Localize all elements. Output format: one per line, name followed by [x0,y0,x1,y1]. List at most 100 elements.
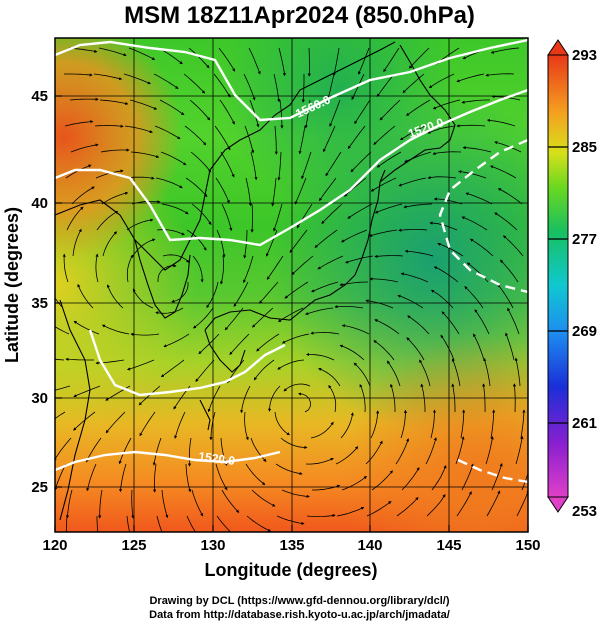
streamline [341,324,370,335]
streamline [291,255,314,276]
streamlines [55,47,528,532]
streamline [55,463,67,491]
x-tick-label: 130 [200,537,225,554]
streamline [124,125,153,134]
streamline [132,238,156,257]
streamline [374,203,403,214]
streamline [161,489,169,519]
streamline [451,358,461,387]
streamline [250,203,254,233]
streamline [62,253,69,283]
streamline [233,281,249,307]
streamline [161,203,189,215]
streamline [105,411,126,434]
streamline [277,359,305,370]
streamline [126,515,130,532]
streamline [376,73,395,98]
map-title: MSM 18Z11Apr2024 (850.0hPa) [124,2,475,29]
streamline [499,259,519,283]
colorbar-top-arrow [547,39,569,56]
streamline [221,203,233,232]
streamline [188,47,210,69]
streamline [265,229,278,257]
streamline [383,47,400,73]
x-tick-label: 140 [357,537,382,554]
contour-label-1520-south: 1520.0 [198,449,237,468]
streamline [55,326,70,335]
x-tick-label: 135 [279,537,304,554]
streamline [305,307,334,316]
streamline [250,151,258,181]
streamline [369,277,399,283]
streamline [159,99,185,116]
streamline [243,255,254,284]
credit-drawing: Drawing by DCL (https://www.gfd-dennou.o… [149,595,450,607]
streamline [432,99,461,110]
streamline [428,73,455,89]
streamline [341,476,368,491]
streamline [240,385,251,414]
streamline [259,281,279,304]
coastlines [55,41,456,521]
streamline [334,305,364,309]
streamline [253,359,275,381]
streamline [281,333,310,344]
streamline [431,465,447,491]
streamline [163,333,190,348]
streamline [244,125,255,154]
streamline [277,151,282,181]
x-tick-label: 125 [121,537,146,554]
colorbar-label: 269 [572,323,597,340]
streamline [440,334,455,361]
streamline [268,385,281,412]
streamline [373,125,396,145]
streamline [184,125,207,146]
streamline [171,282,189,303]
streamline [229,333,250,355]
streamline [374,319,400,335]
streamline [191,203,212,226]
streamline [123,73,151,85]
streamline [95,253,99,283]
streamline [100,148,130,153]
streamline [456,124,486,128]
streamline [485,436,494,465]
streamline [354,99,371,125]
streamline [245,463,266,486]
streamline [86,463,97,492]
streamline [505,332,515,361]
streamline [306,513,336,518]
streamline [218,47,236,72]
streamline [130,151,160,159]
streamline [65,489,73,519]
streamline [366,501,392,517]
streamline [332,47,340,77]
streamline [221,489,240,513]
streamline [152,437,162,466]
streamline [160,359,185,378]
streamline [339,344,365,361]
streamline [304,99,311,129]
streamline [128,47,156,60]
streamline [306,352,335,361]
streamline [386,360,401,387]
streamline [469,238,494,257]
streamline [206,281,219,309]
streamline [329,99,341,127]
y-tick-label: 25 [31,479,48,496]
streamline [126,218,154,231]
streamline [252,307,274,328]
credits: Drawing by DCL (https://www.gfd-dennou.o… [0,594,599,622]
streamline [219,99,235,125]
streamline [126,254,134,283]
streamline [281,489,310,498]
streamline [64,73,93,77]
streamline [85,437,102,463]
streamline [520,409,526,439]
streamline [55,385,71,391]
streamline [189,99,211,121]
streamline [64,120,94,127]
streamline [458,170,487,179]
streamline [98,489,103,519]
streamline [318,177,337,202]
